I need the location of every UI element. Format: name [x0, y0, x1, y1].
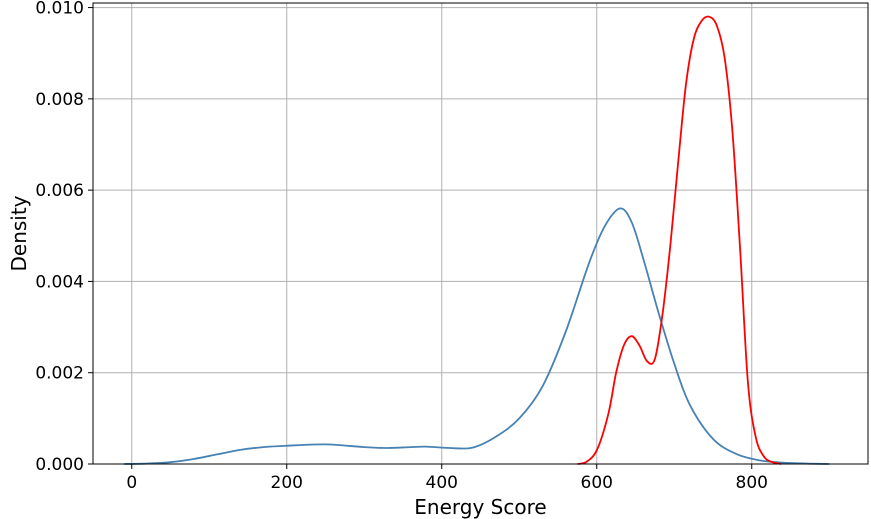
x-tick-label: 400	[426, 473, 458, 493]
y-axis-label: Density	[7, 195, 31, 271]
x-tick-label: 800	[736, 473, 768, 493]
x-axis: 0 200 400 600 800	[126, 464, 768, 493]
series-line-1	[123, 207, 830, 465]
series-lines	[123, 15, 830, 465]
y-axis: 0.000 0.002 0.004 0.006 0.008 0.010	[35, 0, 93, 475]
grid-lines	[93, 3, 868, 465]
y-tick-label: 0.004	[35, 272, 84, 292]
x-axis-label: Energy Score	[414, 495, 546, 519]
y-tick-label: 0.010	[35, 0, 84, 19]
plot-frame	[92, 2, 869, 465]
x-tick-label: 0	[126, 473, 137, 493]
y-tick-label: 0.000	[35, 455, 84, 475]
x-tick-label: 600	[581, 473, 613, 493]
y-tick-label: 0.006	[35, 181, 84, 201]
series-line-2	[577, 15, 782, 465]
y-tick-label: 0.002	[35, 364, 84, 384]
x-tick-label: 200	[271, 473, 303, 493]
y-tick-label: 0.008	[35, 90, 84, 110]
